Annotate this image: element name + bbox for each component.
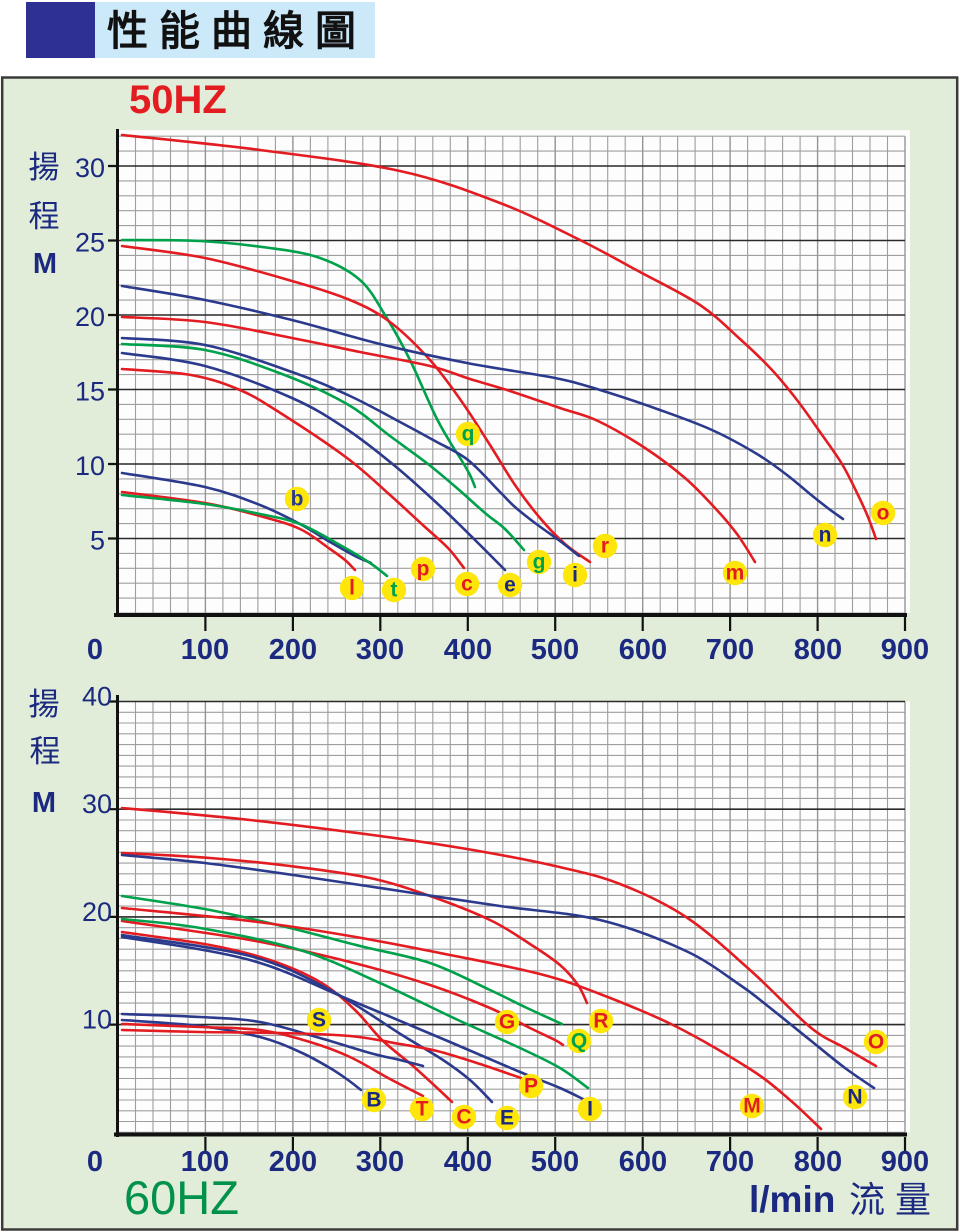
svg-text:200: 200 — [269, 1146, 317, 1178]
svg-text:40: 40 — [82, 682, 112, 712]
svg-text:100: 100 — [181, 1146, 229, 1178]
svg-text:500: 500 — [531, 634, 579, 666]
svg-text:揚: 揚 — [29, 150, 60, 185]
svg-text:30: 30 — [75, 153, 105, 183]
svg-text:10: 10 — [82, 1005, 112, 1035]
svg-text:p: p — [417, 558, 430, 581]
svg-text:C: C — [456, 1106, 471, 1129]
svg-text:20: 20 — [82, 897, 112, 927]
svg-text:800: 800 — [794, 1146, 842, 1178]
svg-text:O: O — [868, 1031, 884, 1054]
svg-text:q: q — [462, 423, 475, 446]
svg-text:15: 15 — [75, 377, 105, 407]
svg-text:i: i — [572, 564, 578, 587]
svg-text:M: M — [33, 248, 57, 280]
svg-text:T: T — [416, 1098, 429, 1121]
svg-text:400: 400 — [444, 634, 492, 666]
svg-text:程: 程 — [29, 199, 60, 234]
svg-text:5: 5 — [90, 526, 105, 556]
svg-text:Q: Q — [571, 1030, 587, 1053]
svg-text:50HZ: 50HZ — [129, 78, 227, 122]
svg-text:400: 400 — [444, 1146, 492, 1178]
svg-text:900: 900 — [881, 1146, 929, 1178]
svg-text:程: 程 — [30, 734, 61, 769]
svg-text:E: E — [500, 1107, 514, 1130]
svg-text:G: G — [499, 1011, 515, 1034]
svg-text:揚: 揚 — [29, 687, 60, 722]
svg-text:m: m — [726, 562, 745, 585]
svg-text:700: 700 — [706, 634, 754, 666]
svg-text:800: 800 — [794, 634, 842, 666]
svg-text:流量: 流量 — [849, 1179, 941, 1220]
svg-text:性能曲線圖: 性能曲線圖 — [107, 8, 367, 54]
svg-text:l/min: l/min — [749, 1179, 835, 1220]
svg-text:I: I — [587, 1098, 593, 1121]
svg-text:P: P — [524, 1075, 538, 1098]
svg-text:R: R — [593, 1010, 608, 1033]
svg-text:c: c — [461, 573, 473, 596]
svg-text:r: r — [601, 535, 609, 558]
svg-text:0: 0 — [87, 1146, 103, 1178]
svg-text:25: 25 — [75, 228, 105, 258]
svg-text:100: 100 — [181, 634, 229, 666]
svg-text:600: 600 — [619, 1146, 667, 1178]
svg-text:700: 700 — [706, 1146, 754, 1178]
svg-text:b: b — [291, 488, 304, 511]
svg-text:10: 10 — [75, 451, 105, 481]
svg-text:t: t — [391, 579, 398, 602]
svg-text:M: M — [32, 787, 56, 819]
svg-text:l: l — [349, 577, 355, 600]
svg-text:900: 900 — [881, 634, 929, 666]
svg-text:0: 0 — [87, 634, 103, 666]
svg-text:g: g — [533, 551, 546, 574]
svg-text:o: o — [877, 502, 890, 525]
svg-text:300: 300 — [356, 1146, 404, 1178]
svg-text:20: 20 — [75, 302, 105, 332]
svg-text:600: 600 — [619, 634, 667, 666]
svg-text:30: 30 — [82, 789, 112, 819]
svg-text:300: 300 — [356, 634, 404, 666]
svg-text:60HZ: 60HZ — [124, 1171, 239, 1224]
svg-text:N: N — [847, 1086, 862, 1109]
svg-text:e: e — [504, 574, 516, 597]
svg-text:M: M — [743, 1095, 761, 1118]
svg-text:200: 200 — [269, 634, 317, 666]
svg-text:500: 500 — [531, 1146, 579, 1178]
svg-text:n: n — [819, 524, 832, 547]
svg-text:B: B — [366, 1089, 381, 1112]
svg-text:S: S — [312, 1009, 326, 1032]
